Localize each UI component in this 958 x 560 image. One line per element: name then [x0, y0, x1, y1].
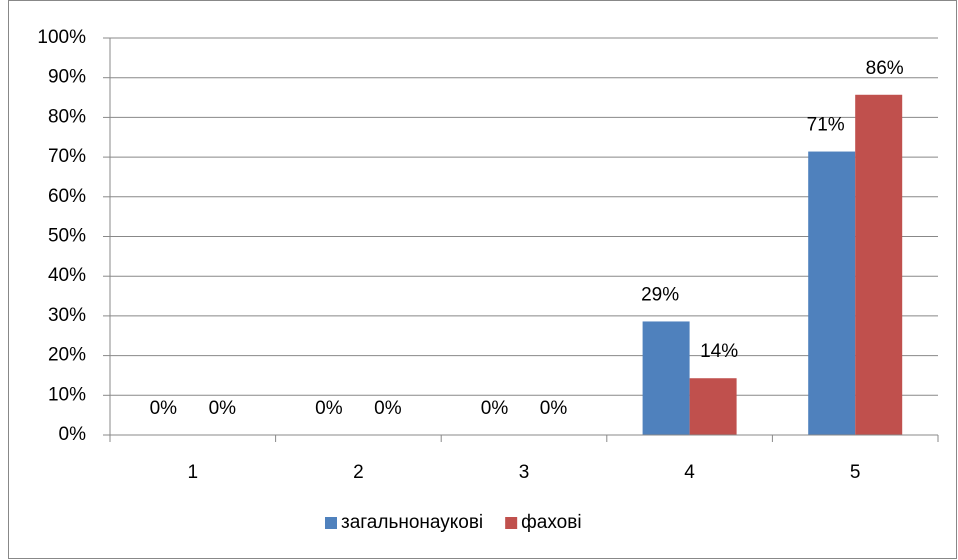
legend-swatch	[325, 517, 337, 529]
legend-label: загальнонаукові	[341, 512, 483, 533]
bar	[808, 151, 856, 436]
bar	[689, 378, 737, 435]
data-label: 14%	[700, 341, 738, 362]
legend-label: фахові	[521, 512, 581, 533]
y-tick-label: 0%	[59, 424, 87, 445]
data-label: 0%	[150, 398, 178, 419]
x-tick-label: 1	[188, 462, 199, 483]
x-tick-label: 3	[519, 462, 530, 483]
bar	[855, 94, 903, 436]
y-tick-label: 10%	[48, 384, 86, 405]
data-label: 0%	[209, 398, 237, 419]
y-tick-label: 60%	[48, 186, 86, 207]
y-tick-label: 50%	[48, 226, 86, 247]
y-tick-label: 30%	[48, 305, 86, 326]
data-label: 71%	[807, 115, 845, 136]
data-label: 0%	[374, 398, 402, 419]
data-label: 0%	[315, 398, 343, 419]
data-label: 29%	[641, 284, 679, 305]
y-tick-label: 90%	[48, 67, 86, 88]
y-tick-label: 70%	[48, 146, 86, 167]
y-tick-label: 100%	[37, 27, 86, 48]
y-tick-label: 80%	[48, 106, 86, 127]
chart-frame	[8, 0, 957, 559]
data-label: 0%	[481, 398, 509, 419]
y-tick-label: 20%	[48, 345, 86, 366]
legend-swatch	[505, 517, 518, 529]
data-label: 0%	[540, 398, 568, 419]
y-tick-label: 40%	[48, 265, 86, 286]
x-tick-label: 4	[684, 462, 695, 483]
x-tick-label: 2	[353, 462, 364, 483]
bar	[642, 321, 690, 435]
data-label: 86%	[866, 58, 904, 79]
x-tick-label: 5	[850, 462, 861, 483]
